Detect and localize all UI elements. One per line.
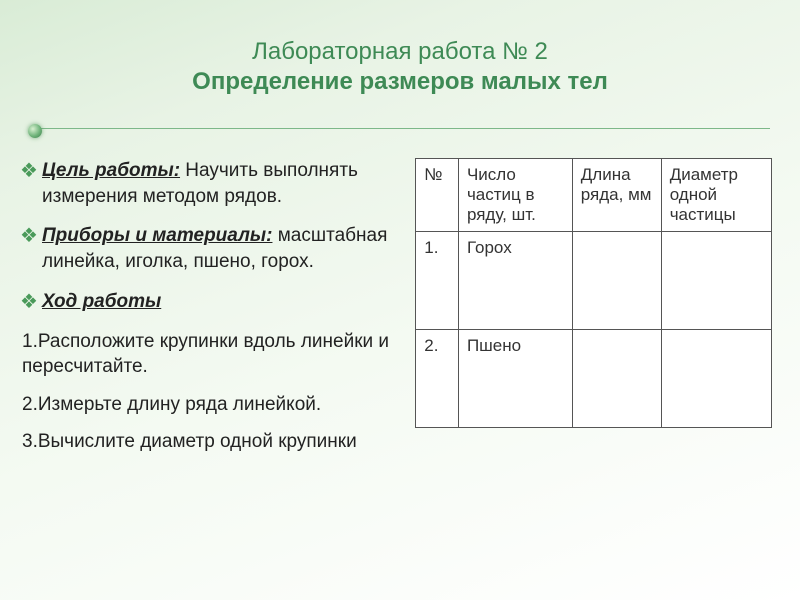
diamond-bullet-icon: ❖ xyxy=(20,158,42,184)
slide-title: Лабораторная работа № 2 Определение разм… xyxy=(0,0,800,116)
table-row: 1. Горох xyxy=(416,232,772,330)
materials-label: Приборы и материалы: xyxy=(42,225,272,246)
cell-r2-c1: 2. xyxy=(416,330,459,428)
step-1: 1.Расположите крупинки вдоль линейки и п… xyxy=(20,329,391,380)
table-header-row: № Число частиц в ряду, шт. Длина ряда, м… xyxy=(416,159,772,232)
cell-r2-c3 xyxy=(572,330,661,428)
cell-r2-c2: Пшено xyxy=(458,330,572,428)
col-diam: Диаметр одной частицы xyxy=(661,159,771,232)
bullet-goal: ❖ Цель работы: Научить выполнять измерен… xyxy=(20,158,391,209)
bullet-procedure: ❖ Ход работы xyxy=(20,289,391,315)
title-line-2: Определение размеров малых тел xyxy=(40,68,760,96)
diamond-bullet-icon: ❖ xyxy=(20,223,42,249)
procedure-label: Ход работы xyxy=(42,291,161,312)
step-3: 3.Вычислите диаметр одной крупинки xyxy=(20,429,391,455)
divider-line xyxy=(30,128,770,129)
bullet-materials: ❖ Приборы и материалы: масштабная линейк… xyxy=(20,223,391,274)
title-line-1: Лабораторная работа № 2 xyxy=(40,38,760,66)
goal-text: Цель работы: Научить выполнять измерения… xyxy=(42,158,391,209)
cell-r1-c2: Горох xyxy=(458,232,572,330)
step-2: 2.Измерьте длину ряда линейкой. xyxy=(20,392,391,418)
content-area: ❖ Цель работы: Научить выполнять измерен… xyxy=(0,158,800,467)
col-count: Число частиц в ряду, шт. xyxy=(458,159,572,232)
text-column: ❖ Цель работы: Научить выполнять измерен… xyxy=(20,158,391,467)
diamond-bullet-icon: ❖ xyxy=(20,289,42,315)
divider xyxy=(30,124,770,134)
goal-label: Цель работы: xyxy=(42,160,180,181)
col-number: № xyxy=(416,159,459,232)
table-column: № Число частиц в ряду, шт. Длина ряда, м… xyxy=(415,158,772,467)
cell-r1-c1: 1. xyxy=(416,232,459,330)
table-row: 2. Пшено xyxy=(416,330,772,428)
cell-r1-c4 xyxy=(661,232,771,330)
cell-r1-c3 xyxy=(572,232,661,330)
col-length: Длина ряда, мм xyxy=(572,159,661,232)
measurement-table: № Число частиц в ряду, шт. Длина ряда, м… xyxy=(415,158,772,428)
procedure-heading: Ход работы xyxy=(42,289,391,315)
cell-r2-c4 xyxy=(661,330,771,428)
divider-dot-icon xyxy=(28,124,42,138)
materials-text: Приборы и материалы: масштабная линейка,… xyxy=(42,223,391,274)
